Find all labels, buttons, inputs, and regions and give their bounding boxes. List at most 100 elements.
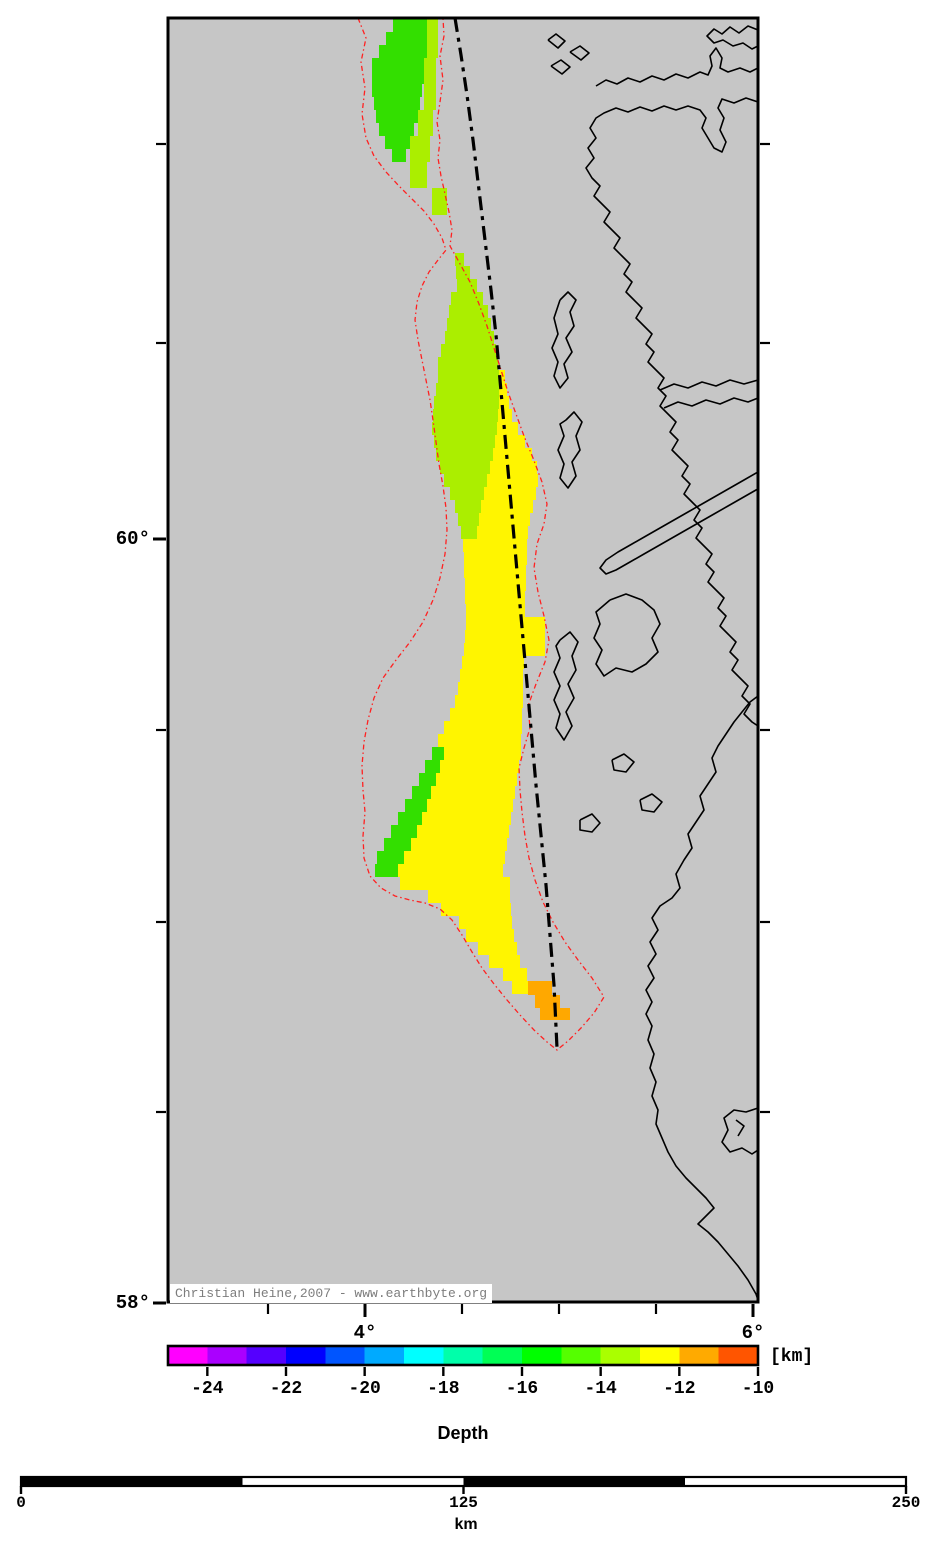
- depth-cell: [427, 18, 438, 58]
- coastline-path: [553, 631, 579, 741]
- depth-cell: [434, 435, 495, 448]
- colorbar-segment: [168, 1346, 208, 1365]
- coastline-path: [547, 33, 566, 49]
- colorbar-segment: [522, 1346, 562, 1365]
- depth-cell: [525, 617, 545, 656]
- depth-cell: [490, 461, 537, 474]
- coastline-path: [595, 47, 758, 87]
- depth-cell: [464, 565, 526, 578]
- depth-cell: [481, 500, 533, 513]
- depth-cell: [391, 825, 417, 838]
- depth-cell: [466, 617, 525, 630]
- depth-cell: [489, 955, 520, 968]
- depth-cell: [438, 734, 521, 747]
- depth-cell: [427, 799, 513, 812]
- depth-cell: [412, 786, 431, 799]
- colorbar-segment: [404, 1346, 444, 1365]
- coastline-path: [550, 59, 571, 75]
- depth-cell: [440, 760, 519, 773]
- depth-cell: [459, 916, 512, 929]
- depth-cell: [436, 773, 517, 786]
- depth-cell: [405, 799, 427, 812]
- depth-cell: [425, 760, 440, 773]
- coastline-path: [645, 695, 758, 1301]
- depth-cell: [447, 318, 491, 331]
- depth-cell: [450, 487, 484, 500]
- depth-cell: [457, 279, 477, 292]
- depth-cell: [458, 682, 523, 695]
- depth-cell: [498, 409, 512, 422]
- depth-cell: [424, 58, 436, 110]
- depth-cell: [479, 513, 530, 526]
- colorbar-segment: [600, 1346, 641, 1365]
- depth-cell: [436, 383, 499, 396]
- colorbar-segment: [482, 1346, 523, 1365]
- depth-cell: [458, 513, 479, 526]
- coastline-path: [659, 379, 758, 391]
- depth-cell: [465, 591, 525, 604]
- depth-cell: [503, 968, 527, 981]
- depth-cell: [499, 396, 509, 409]
- depth-cell: [422, 812, 511, 825]
- depth-cell: [456, 266, 470, 279]
- coastline-path: [639, 793, 663, 813]
- depth-cell: [436, 448, 493, 461]
- depth-cell: [440, 461, 490, 474]
- depth-cell: [444, 721, 522, 734]
- depth-cell: [495, 435, 525, 448]
- colorbar-segment: [561, 1346, 602, 1365]
- colorbar-border: [166, 1344, 760, 1367]
- depth-cell: [372, 84, 422, 97]
- coastline-path: [721, 1107, 758, 1155]
- depth-cell: [444, 474, 487, 487]
- scalebar-segment: [21, 1477, 243, 1486]
- coastline-path: [611, 753, 635, 773]
- coastline-path: [663, 397, 758, 409]
- depth-cell: [434, 396, 499, 409]
- coastline-path: [599, 471, 758, 575]
- depth-cell: [376, 110, 418, 123]
- depth-cell: [466, 604, 525, 617]
- depth-cell: [400, 877, 510, 890]
- depth-cell: [398, 812, 422, 825]
- depth-cell: [386, 32, 427, 45]
- coastlines: [547, 25, 758, 1301]
- coastline-path: [585, 97, 758, 727]
- depth-cell: [497, 422, 518, 435]
- depth-cell: [449, 305, 488, 318]
- depth-cell: [455, 695, 523, 708]
- depth-cell: [445, 331, 494, 344]
- depth-cell: [384, 838, 411, 851]
- coastline-path: [579, 813, 601, 833]
- depth-cell: [484, 487, 536, 500]
- depth-cell: [464, 643, 525, 656]
- depth-cell: [462, 656, 524, 669]
- colorbar-segment: [718, 1346, 759, 1365]
- depth-cell: [455, 253, 464, 266]
- scalebar-segment: [684, 1477, 906, 1486]
- depth-cell: [428, 890, 510, 903]
- depth-cell: [419, 773, 436, 786]
- depth-cell: [455, 500, 481, 513]
- depth-cell: [477, 526, 528, 539]
- depth-cell: [418, 110, 433, 136]
- depth-cell: [433, 409, 498, 422]
- depth-cell: [464, 552, 527, 565]
- depth-cell: [499, 383, 507, 396]
- colorbar-segment: [325, 1346, 366, 1365]
- depth-cell: [410, 162, 427, 188]
- depth-cell: [431, 786, 515, 799]
- scale-bar: [19, 1475, 908, 1494]
- depth-cell: [528, 981, 552, 995]
- depth-cell: [432, 188, 447, 215]
- depth-cell: [465, 578, 526, 591]
- coastline-path: [569, 45, 590, 61]
- depth-cell: [461, 526, 477, 539]
- map-area: [168, 18, 758, 1302]
- coastline-path: [557, 411, 583, 489]
- depth-cell: [438, 357, 498, 370]
- depth-cell: [432, 747, 444, 760]
- colorbar-segment: [443, 1346, 484, 1365]
- depth-cell: [441, 344, 496, 357]
- depth-cell: [460, 669, 523, 682]
